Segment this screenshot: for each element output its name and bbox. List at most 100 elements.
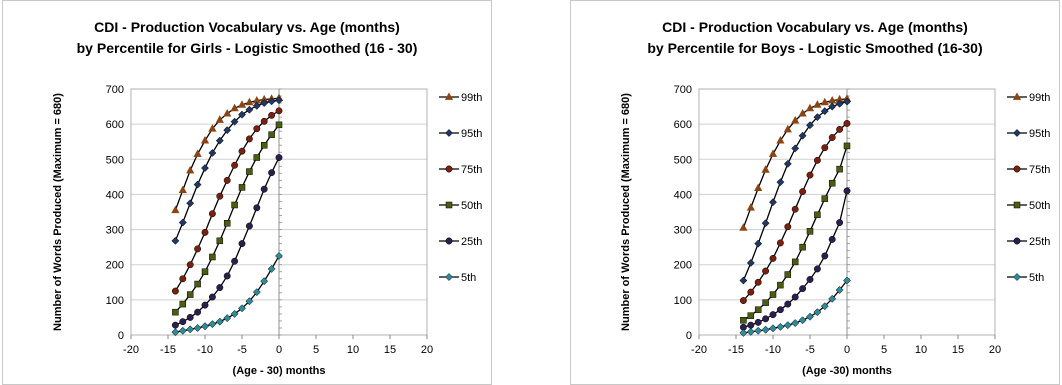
boys-ytick-label: 700 [674, 84, 692, 96]
boys-point-50th [784, 271, 792, 278]
girls-point-75th [231, 161, 239, 169]
boys-point-5th [813, 308, 822, 317]
boys-xtick-label: 5 [881, 344, 887, 356]
boys-ytick-label: 500 [674, 154, 692, 166]
boys-point-75th [754, 278, 762, 286]
girls-xtick-label: -20 [123, 344, 139, 356]
boys-xtick-label: -5 [805, 344, 815, 356]
girls-point-50th [216, 237, 224, 245]
boys-point-75th [776, 239, 784, 247]
girls-point-50th [194, 280, 201, 288]
girls-point-25th [208, 293, 216, 301]
girls-point-5th [186, 325, 195, 334]
boys-point-95th [754, 239, 763, 248]
boys-xtick-label: 0 [844, 344, 850, 356]
boys-legend-item-95th: 95th [1007, 128, 1050, 140]
girls-subtitle: by Percentile for Girls - Logistic Smoot… [77, 40, 418, 56]
girls-point-95th [193, 180, 202, 189]
girls-legend-item-99th: 99th [439, 92, 482, 104]
girls-legend-marker [444, 92, 454, 100]
girls-point-50th [209, 253, 216, 261]
girls-point-95th [223, 126, 232, 135]
girls-point-95th [201, 164, 209, 173]
girls-point-5th [171, 328, 180, 337]
girls-point-95th [230, 117, 239, 126]
boys-point-95th [806, 121, 814, 130]
boys-point-50th [740, 316, 747, 324]
boys-point-95th [820, 107, 829, 116]
girls-xtick-label: 10 [347, 344, 359, 356]
boys-xtick-label: -10 [765, 344, 781, 356]
girls-xtick-label: 5 [313, 344, 319, 356]
girls-point-25th [238, 240, 246, 248]
boys-ytick-label: 200 [674, 260, 692, 272]
boys-point-99th [798, 108, 807, 117]
girls-legend-item-75th: 75th [439, 164, 482, 176]
boys-point-95th [798, 131, 807, 140]
girls-point-25th [223, 272, 231, 280]
girls-point-99th [178, 185, 187, 194]
boys-point-95th [813, 113, 822, 122]
boys-point-5th [843, 276, 851, 285]
girls-point-95th [208, 149, 217, 157]
boys-point-75th [769, 254, 777, 262]
boys-point-75th [828, 134, 836, 141]
boys-point-25th [806, 276, 814, 283]
girls-legend-label: 99th [461, 92, 482, 104]
girls-legend-label: 5th [461, 272, 476, 284]
girls-point-50th [223, 219, 231, 227]
boys-point-50th [814, 211, 821, 219]
girls-point-25th [194, 308, 202, 316]
girls-legend-item-25th: 25th [439, 236, 482, 248]
girls-point-25th [179, 318, 187, 326]
girls-legend-label: 75th [461, 164, 482, 176]
girls-point-95th [178, 218, 187, 227]
boys-point-50th [836, 165, 843, 173]
girls-point-5th [215, 317, 224, 326]
boys-point-95th [776, 178, 785, 187]
boys-series-5th [739, 276, 851, 337]
boys-point-25th [776, 306, 784, 314]
boys-point-75th [813, 156, 821, 164]
boys-series-25th [739, 187, 851, 331]
boys-point-50th [821, 195, 829, 202]
girls-legend-item-50th: 50th [439, 200, 482, 212]
boys-point-5th [791, 319, 800, 328]
girls-ytick-label: 100 [106, 295, 124, 307]
girls-xtick-label: 20 [421, 344, 433, 356]
boys-xtick-label: 15 [952, 344, 964, 356]
boys-point-99th [783, 124, 792, 133]
girls-point-99th [193, 149, 202, 157]
boys-point-25th [821, 252, 829, 260]
boys-point-5th [820, 302, 829, 311]
boys-point-99th [746, 203, 755, 211]
boys-legend-marker [1013, 165, 1021, 173]
boys-point-5th [761, 325, 770, 334]
girls-ytick-label: 400 [106, 189, 124, 201]
boys-point-5th [783, 321, 792, 330]
boys-point-95th [791, 144, 800, 153]
girls-point-95th [267, 97, 276, 106]
girls-legend-label: 25th [461, 236, 482, 248]
boys-point-75th [799, 188, 807, 196]
boys-point-99th [805, 103, 815, 112]
girls-point-95th [252, 101, 261, 110]
girls-point-50th [172, 308, 179, 316]
girls-point-5th [245, 297, 254, 306]
girls-point-25th [253, 204, 261, 212]
girls-ytick-label: 0 [118, 330, 124, 342]
boys-point-5th [739, 328, 748, 337]
boys-point-25th [754, 318, 762, 326]
girls-point-25th [201, 301, 209, 309]
girls-point-75th [238, 147, 246, 155]
boys-point-25th [762, 315, 770, 323]
girls-point-5th [267, 264, 276, 273]
girls-point-50th [238, 184, 246, 191]
girls-point-75th [260, 117, 268, 125]
boys-point-75th [791, 205, 799, 213]
girls-point-50th [179, 300, 187, 308]
girls-point-95th [215, 136, 224, 145]
boys-point-50th [754, 306, 762, 313]
girls-legend-marker [445, 273, 453, 281]
boys-point-25th [843, 187, 851, 195]
